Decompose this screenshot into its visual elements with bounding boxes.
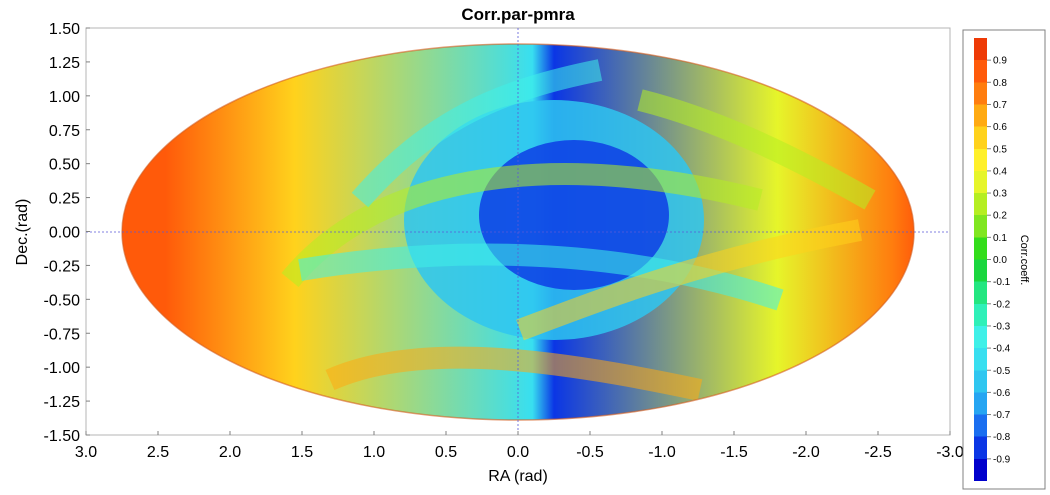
x-tick-label: -1.5 (720, 444, 748, 461)
x-tick-label: -0.5 (576, 444, 604, 461)
x-tick-label: 1.0 (363, 444, 385, 461)
x-axis-ticks: 3.0 2.5 2.0 1.5 1.0 0.5 0.0 -0.5 -1.0 -1.5 -2.0 -2.… (75, 431, 964, 461)
colorbar-gradient (974, 38, 987, 481)
y-tick-label: 0.00 (49, 225, 80, 242)
colorbar-tick-label: 0.4 (993, 166, 1007, 177)
colorbar-tick-label: -0.5 (993, 366, 1011, 377)
colorbar-tick-label: -0.8 (993, 432, 1011, 443)
y-tick-label: 0.25 (49, 191, 80, 208)
colorbar-tick-label: -0.3 (993, 321, 1011, 332)
colorbar-tick-label: 0.7 (993, 100, 1007, 111)
y-axis-label: Dec.(rad) (14, 199, 31, 266)
colorbar-tick-label: 0.0 (993, 255, 1007, 266)
colorbar-tick-label: -0.1 (993, 277, 1011, 288)
colorbar-label: Corr.coeff. (1018, 235, 1030, 286)
y-tick-label: 0.50 (49, 157, 80, 174)
y-tick-label: -0.25 (44, 258, 81, 275)
y-tick-label: -1.50 (44, 428, 81, 445)
y-tick-label: 1.00 (49, 89, 80, 106)
x-tick-label: 1.5 (291, 444, 313, 461)
colorbar-tick-label: -0.2 (993, 299, 1011, 310)
colorbar-tick-label: 0.3 (993, 189, 1007, 200)
x-tick-label: -2.0 (792, 444, 820, 461)
x-tick-label: 0.0 (507, 444, 529, 461)
y-tick-label: -1.25 (44, 394, 81, 411)
colorbar-ticks: 0.9 0.8 0.7 0.6 0.5 0.4 0.3 0.2 0.1 0.0 -0.1 -0.2 -0… (987, 56, 1011, 465)
y-tick-label: 1.50 (49, 21, 80, 38)
colorbar-tick-label: -0.4 (993, 344, 1011, 355)
sky-streak-4 (637, 89, 876, 210)
chart-title: Corr.par-pmra (461, 5, 575, 24)
x-tick-label: -2.5 (864, 444, 892, 461)
y-axis-ticks: 1.50 1.25 1.00 0.75 0.50 0.25 0.00 -0.25 -0.50 -0… (44, 21, 90, 445)
sky-streak-1 (298, 243, 784, 311)
colorbar-tick-label: 0.5 (993, 144, 1007, 155)
colorbar-tick-label: 0.6 (993, 122, 1007, 133)
y-tick-label: 0.75 (49, 123, 80, 140)
x-tick-label: 2.0 (219, 444, 241, 461)
y-tick-label: -0.50 (44, 292, 81, 309)
y-tick-label: -0.75 (44, 326, 81, 343)
sky-streak-5 (325, 346, 703, 401)
colorbar-tick-label: -0.7 (993, 410, 1011, 421)
colorbar-tick-label: 0.9 (993, 56, 1007, 67)
colorbar-tick-label: 0.8 (993, 78, 1007, 89)
x-axis-label: RA (rad) (488, 468, 548, 485)
x-tick-label: -3.0 (936, 444, 964, 461)
sky-streak-3 (351, 59, 603, 208)
colorbar-tick-label: 0.1 (993, 233, 1007, 244)
colorbar-tick-label: 0.2 (993, 211, 1007, 222)
sky-streaks (281, 59, 876, 401)
colorbar-tick-label: -0.6 (993, 388, 1011, 399)
x-tick-label: -1.0 (648, 444, 676, 461)
colorbar-tick-label: -0.9 (993, 454, 1011, 465)
y-tick-label: 1.25 (49, 55, 80, 72)
sky-streak-2 (516, 219, 863, 341)
y-tick-label: -1.00 (44, 360, 81, 377)
sky-streak-0 (281, 163, 763, 287)
x-tick-label: 0.5 (435, 444, 457, 461)
x-tick-label: 2.5 (147, 444, 169, 461)
x-tick-label: 3.0 (75, 444, 97, 461)
